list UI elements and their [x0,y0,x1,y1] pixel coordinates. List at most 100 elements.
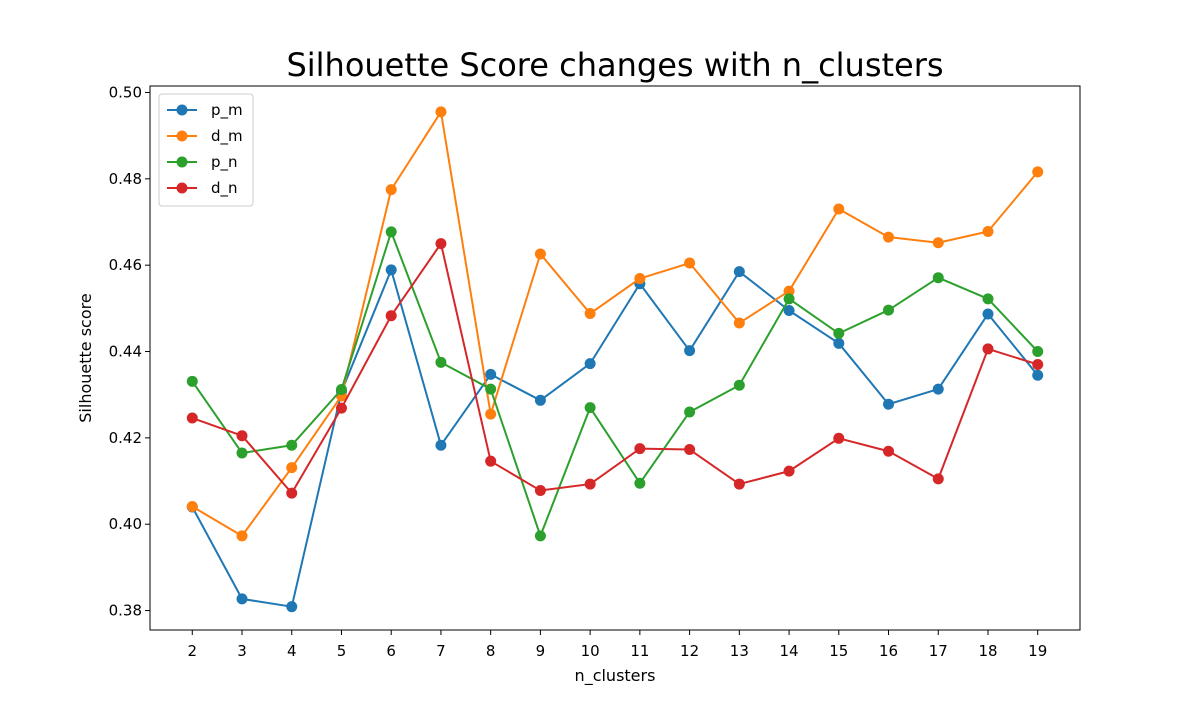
data-point-p_m [883,398,895,410]
x-tick-label: 16 [879,642,898,660]
data-point-d_n [335,402,347,414]
data-point-d_n [982,343,994,355]
series-p_n [186,226,1044,542]
data-point-p_m [485,368,497,380]
data-point-p_n [634,477,646,489]
data-point-p_n [684,406,696,418]
data-point-d_m [733,317,745,329]
data-point-d_m [634,273,646,285]
x-tick-label: 10 [581,642,600,660]
data-point-d_m [485,408,497,420]
data-point-p_m [684,345,696,357]
x-tick-label: 6 [386,642,396,660]
legend-label: d_n [211,179,238,198]
data-point-p_m [982,308,994,320]
series-line-p_n [191,230,1039,537]
data-point-d_n [684,444,696,456]
data-point-p_n [584,402,596,414]
data-point-d_m [534,248,546,260]
data-point-d_n [584,478,596,490]
data-point-d_n [534,485,546,497]
data-point-d_n [435,238,447,250]
legend-marker [176,130,188,142]
y-tick-label: 0.50 [109,83,142,101]
y-tick-label: 0.48 [109,170,142,188]
series-line-p_m [191,268,1039,608]
data-point-d_m [883,231,895,243]
data-point-p_n [286,439,298,451]
x-tick-label: 17 [929,642,948,660]
legend-item-d_n: d_n [167,179,238,198]
data-point-p_n [385,226,397,238]
data-point-d_n [883,445,895,457]
x-tick-label: 8 [486,642,496,660]
y-axis-ticks: 0.38 0.40 0.42 0.44 0.46 0.48 0.50 [109,83,150,620]
series-layer [186,106,1044,613]
chart-title: Silhouette Score changes with n_clusters [286,46,943,84]
plot-area [150,86,1080,630]
data-point-d_n [186,412,198,424]
data-point-p_m [833,337,845,349]
x-tick-label: 19 [1028,642,1047,660]
y-tick-label: 0.46 [109,256,142,274]
data-point-d_m [584,308,596,320]
data-point-p_n [833,327,845,339]
x-tick-label: 12 [680,642,699,660]
data-point-p_m [236,593,248,605]
data-point-d_n [833,432,845,444]
legend-item-d_m: d_m [167,127,243,146]
x-tick-label: 4 [287,642,297,660]
data-point-p_m [385,264,397,276]
x-tick-label: 5 [337,642,347,660]
x-tick-label: 13 [730,642,749,660]
data-point-p_n [733,379,745,391]
x-axis-ticks: 2 3 4 5 6 7 8 9 10 11 12 13 14 15 16 17 18 19 [187,630,1047,660]
y-tick-label: 0.38 [109,602,142,620]
data-point-p_n [435,356,447,368]
data-point-d_m [1032,166,1044,178]
data-point-d_m [435,106,447,118]
data-point-p_m [286,601,298,613]
data-point-d_m [286,462,298,474]
x-tick-label: 7 [436,642,446,660]
legend-marker [176,156,188,168]
data-point-p_n [783,293,795,305]
data-point-p_m [584,358,596,370]
data-point-d_m [684,257,696,269]
data-point-p_n [932,272,944,284]
data-point-p_n [534,530,546,542]
data-point-d_n [485,455,497,467]
data-point-p_n [186,375,198,387]
data-point-p_n [1032,346,1044,358]
legend-label: p_m [211,101,243,120]
data-point-p_m [783,305,795,317]
data-point-d_n [236,430,248,442]
data-point-p_m [733,266,745,278]
data-point-d_m [833,203,845,215]
data-point-p_n [982,293,994,305]
series-p_m [186,264,1044,613]
series-line-d_n [191,242,1039,495]
legend-label: d_m [211,127,243,146]
x-tick-label: 9 [536,642,546,660]
legend-box [158,93,254,207]
series-d_n [186,238,1044,499]
x-tick-label: 3 [237,642,247,660]
data-point-d_m [186,501,198,513]
y-axis-label: Silhouette score [76,293,95,422]
data-point-p_m [932,383,944,395]
x-tick-label: 11 [630,642,649,660]
data-point-p_n [236,447,248,459]
data-point-d_m [932,237,944,249]
legend-marker [176,182,188,194]
x-tick-label: 2 [187,642,197,660]
legend-label: p_n [211,153,238,172]
x-tick-label: 15 [829,642,848,660]
data-point-d_n [1032,358,1044,370]
series-d_m [186,106,1044,542]
series-line-d_m [191,110,1039,537]
legend-item-p_m: p_m [167,101,243,120]
data-point-d_m [236,530,248,542]
data-point-d_n [634,443,646,455]
